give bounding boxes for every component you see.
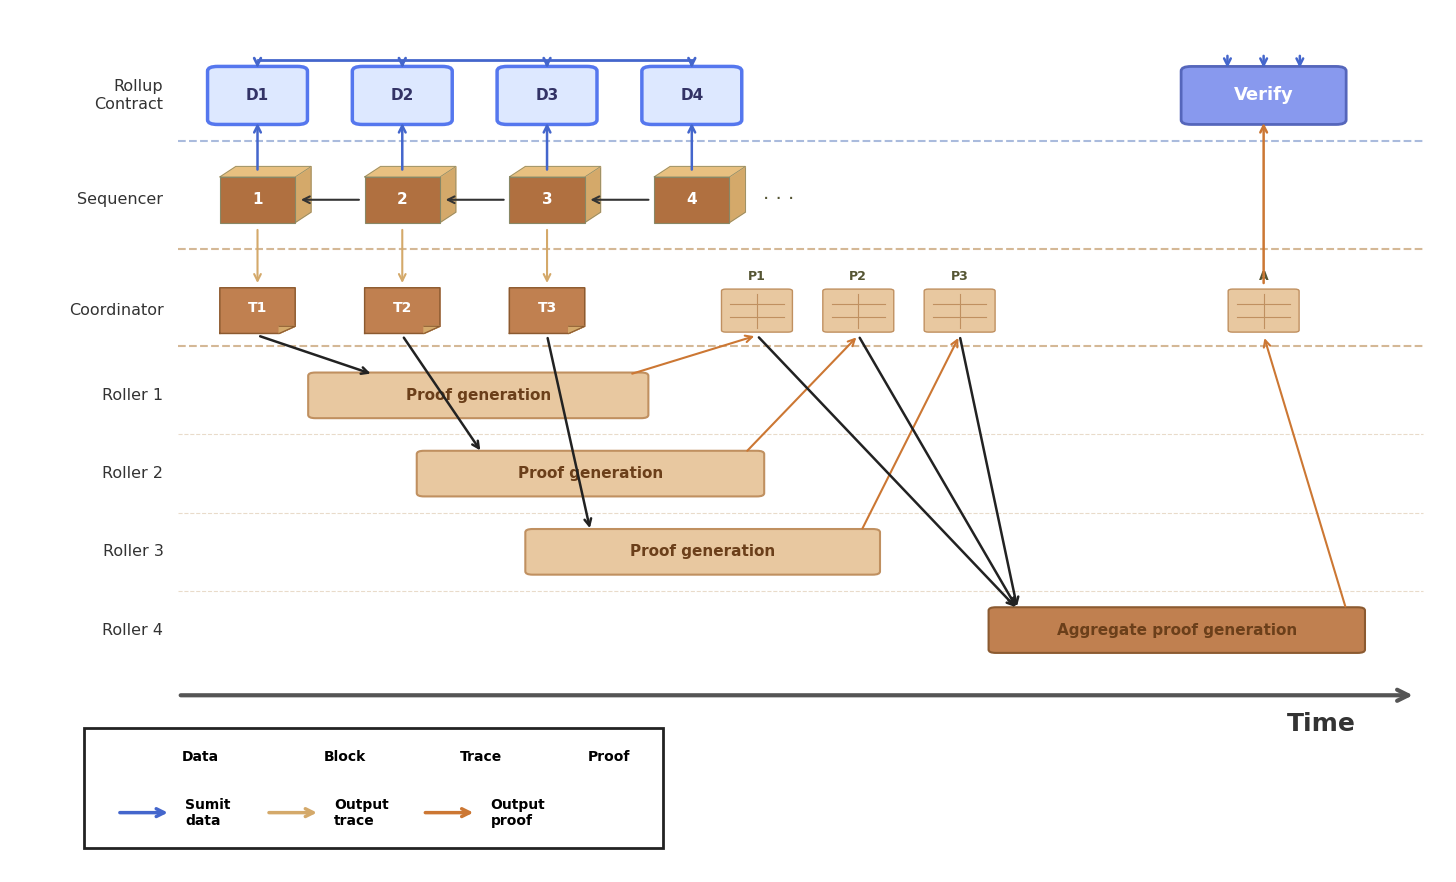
Text: · · ·: · · · — [763, 191, 795, 209]
Polygon shape — [510, 288, 585, 333]
Text: Output
trace: Output trace — [335, 797, 389, 827]
FancyBboxPatch shape — [309, 372, 648, 418]
Text: T3: T3 — [537, 301, 556, 315]
Text: Output
proof: Output proof — [491, 797, 546, 827]
FancyBboxPatch shape — [526, 529, 879, 575]
Polygon shape — [249, 730, 320, 741]
Polygon shape — [510, 167, 601, 177]
Text: P2: P2 — [849, 270, 868, 282]
FancyBboxPatch shape — [416, 451, 764, 497]
FancyBboxPatch shape — [823, 289, 894, 333]
FancyBboxPatch shape — [496, 66, 597, 124]
Text: P1: P1 — [748, 270, 766, 282]
Polygon shape — [364, 167, 456, 177]
Text: T1: T1 — [248, 301, 268, 315]
FancyBboxPatch shape — [1229, 289, 1299, 333]
Polygon shape — [424, 326, 440, 333]
Polygon shape — [280, 326, 296, 333]
FancyBboxPatch shape — [722, 289, 792, 333]
Text: Block: Block — [325, 751, 367, 764]
Polygon shape — [440, 167, 456, 222]
Text: Coordinator: Coordinator — [68, 303, 163, 318]
Text: 1: 1 — [252, 192, 262, 207]
FancyBboxPatch shape — [925, 289, 994, 333]
Bar — [510, 177, 585, 222]
FancyBboxPatch shape — [352, 66, 453, 124]
Text: Roller 3: Roller 3 — [102, 544, 163, 559]
Bar — [364, 177, 440, 222]
Polygon shape — [220, 288, 296, 333]
Polygon shape — [654, 167, 745, 177]
Text: Roller 2: Roller 2 — [102, 466, 163, 481]
Polygon shape — [569, 326, 585, 333]
FancyBboxPatch shape — [100, 736, 176, 778]
FancyBboxPatch shape — [523, 739, 581, 775]
Bar — [654, 177, 729, 222]
FancyBboxPatch shape — [1181, 66, 1347, 124]
Text: T2: T2 — [393, 301, 412, 315]
Text: Proof generation: Proof generation — [406, 388, 550, 403]
Text: Roller 1: Roller 1 — [102, 388, 163, 403]
Text: P3: P3 — [951, 270, 968, 282]
Text: D2: D2 — [390, 88, 414, 103]
Bar — [249, 741, 304, 774]
Text: Time: Time — [1287, 712, 1356, 736]
Text: D3: D3 — [536, 88, 559, 103]
Text: D1: D1 — [246, 88, 269, 103]
Text: Trace: Trace — [460, 751, 502, 764]
Polygon shape — [585, 167, 601, 222]
FancyBboxPatch shape — [208, 66, 307, 124]
Polygon shape — [220, 167, 312, 177]
Text: Verify: Verify — [1233, 86, 1293, 104]
Bar — [220, 177, 296, 222]
FancyBboxPatch shape — [84, 728, 662, 848]
FancyBboxPatch shape — [642, 66, 741, 124]
Text: Proof generation: Proof generation — [518, 466, 662, 481]
Polygon shape — [304, 730, 320, 774]
FancyBboxPatch shape — [989, 608, 1364, 653]
Text: D4: D4 — [680, 88, 703, 103]
Text: Sequencer: Sequencer — [77, 192, 163, 207]
Text: 4: 4 — [686, 192, 697, 207]
Text: 2: 2 — [397, 192, 408, 207]
Text: Proof: Proof — [588, 751, 630, 764]
Text: Sumit
data: Sumit data — [185, 797, 230, 827]
Polygon shape — [729, 167, 745, 222]
Polygon shape — [364, 288, 440, 333]
Polygon shape — [425, 766, 441, 774]
Text: Aggregate proof generation: Aggregate proof generation — [1057, 623, 1297, 638]
Text: 3: 3 — [542, 192, 552, 207]
Text: Data: Data — [182, 751, 220, 764]
Text: Roller 4: Roller 4 — [102, 623, 163, 638]
Polygon shape — [296, 167, 312, 222]
Text: Rollup
Contract: Rollup Contract — [95, 79, 163, 112]
Text: Proof generation: Proof generation — [630, 544, 775, 559]
Polygon shape — [386, 741, 441, 774]
Text: A: A — [1259, 270, 1268, 282]
